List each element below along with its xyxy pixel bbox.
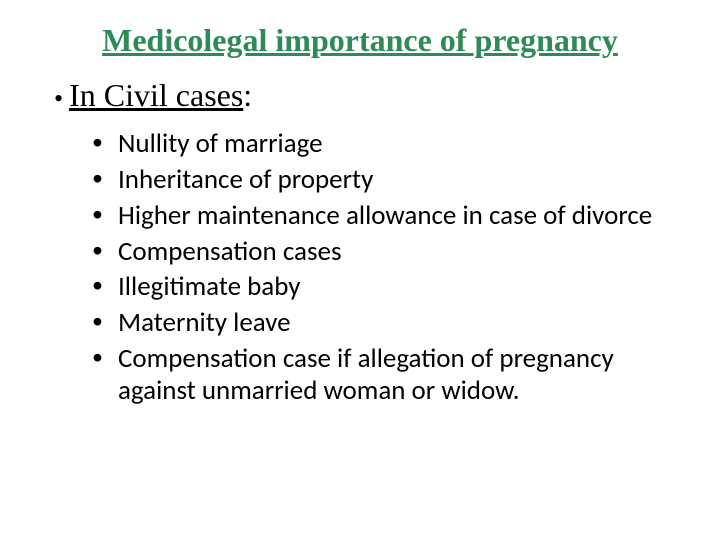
section-label: In Civil cases xyxy=(69,77,243,113)
slide: Medicolegal importance of pregnancy •In … xyxy=(0,0,720,540)
list-item: Illegitimate baby xyxy=(92,271,672,303)
list-item: Nullity of marriage xyxy=(92,128,672,160)
section-suffix: : xyxy=(243,77,252,113)
slide-title: Medicolegal importance of pregnancy xyxy=(48,22,672,59)
list-item: Compensation cases xyxy=(92,236,672,268)
list-item: Compensation case if allegation of pregn… xyxy=(92,343,672,407)
bullet-icon: • xyxy=(54,84,63,113)
list-item: Higher maintenance allowance in case of … xyxy=(92,200,672,232)
section-heading: •In Civil cases: xyxy=(54,77,672,114)
item-list: Nullity of marriage Inheritance of prope… xyxy=(92,128,672,407)
list-item: Maternity leave xyxy=(92,307,672,339)
list-item: Inheritance of property xyxy=(92,164,672,196)
